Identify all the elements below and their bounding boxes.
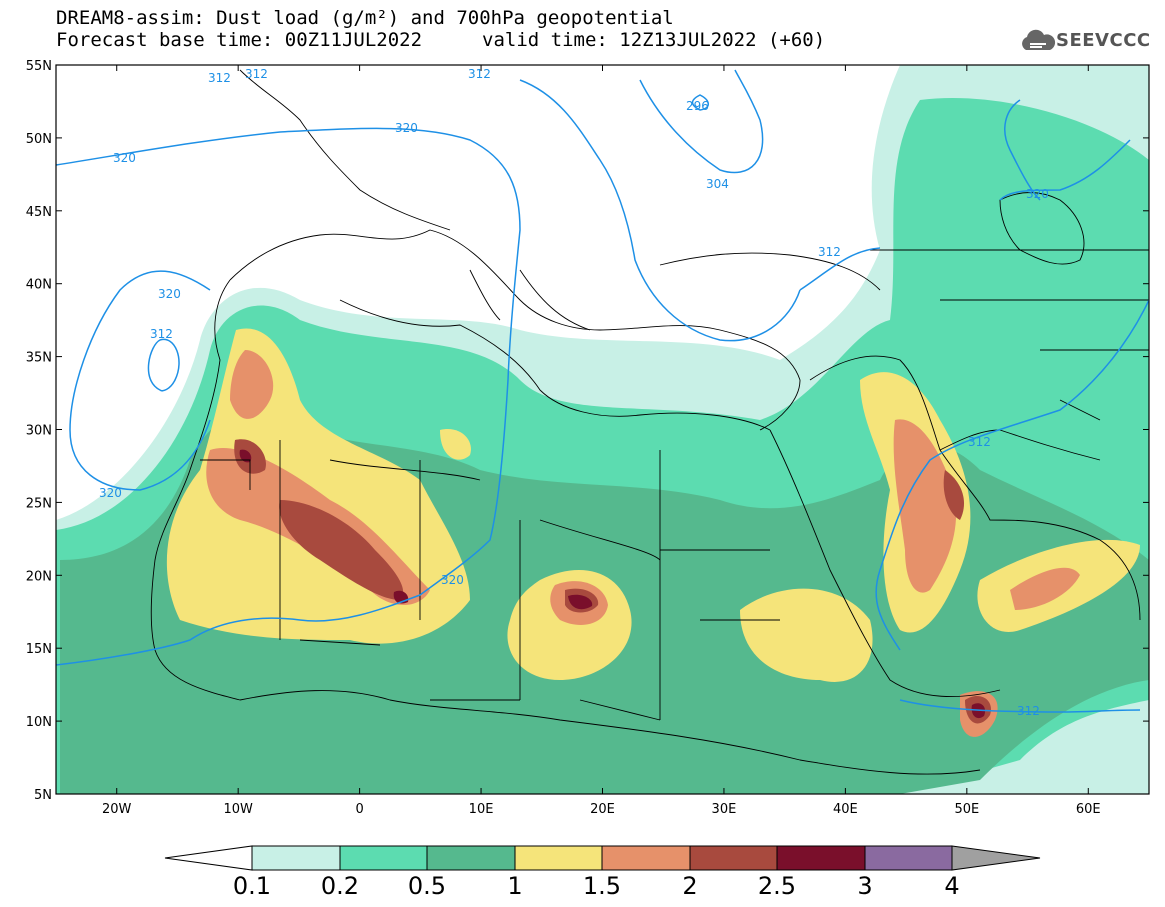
colorbar-label: 0.1	[232, 872, 272, 900]
contour-label: 312	[208, 71, 231, 85]
lon-tick-label: 0	[355, 802, 363, 817]
contour-label: 312	[968, 435, 991, 449]
dust-level-1	[740, 588, 873, 682]
lat-tick-label: 55N	[26, 59, 52, 74]
contour-label: 312	[818, 245, 841, 259]
dust-level-1.5	[206, 350, 430, 605]
lat-tick-label: 35N	[26, 351, 52, 366]
contour-label: 312	[468, 67, 491, 81]
contour-label: 312	[150, 327, 173, 341]
lon-tick-label: 10E	[469, 802, 494, 817]
colorbar-high-arrow	[951, 845, 1041, 871]
lon-tick-label: 10W	[223, 802, 253, 817]
lat-tick-label: 50N	[26, 132, 52, 147]
contour-label: 320	[158, 287, 181, 301]
lon-tick-label: 20W	[102, 802, 132, 817]
lat-tick-label: 15N	[26, 642, 52, 657]
colorbar-label: 1	[507, 872, 523, 900]
contour-label: 296	[686, 99, 709, 113]
contour-label-group: 312 312 312 296 320 320 304 312 320 320 …	[99, 67, 1049, 718]
logo-text: SEEVCCC	[1056, 30, 1151, 51]
colorbar-segment	[426, 845, 516, 871]
dust-level-1	[440, 429, 471, 460]
lat-tick-label: 25N	[26, 496, 52, 511]
map-title: DREAM8-assim: Dust load (g/m²) and 700hP…	[56, 7, 674, 29]
dust-level-2	[234, 439, 404, 600]
contour-label: 320	[99, 486, 122, 500]
lat-tick-label: 20N	[26, 569, 52, 584]
lon-tick-label: 40E	[833, 802, 858, 817]
cloud-logo-icon	[1022, 29, 1056, 50]
contour-label: 320	[1026, 187, 1049, 201]
contour-label: 320	[441, 573, 464, 587]
colorbar-segment	[776, 845, 866, 871]
forecast-base-time: Forecast base time: 00Z11JUL2022	[56, 29, 423, 51]
contour-label: 304	[706, 177, 729, 191]
colorbar-label: 0.2	[320, 872, 360, 900]
lat-tick-label: 10N	[26, 715, 52, 730]
colorbar-segment	[864, 845, 953, 871]
colorbar-segment	[514, 845, 603, 871]
colorbar-label: 1.5	[582, 872, 622, 900]
lon-tick-label: 30E	[712, 802, 737, 817]
colorbar-segment	[251, 845, 341, 871]
colorbar	[164, 845, 1041, 871]
latitude-axis: 55N 50N 45N 40N 35N 30N 25N 20N 15N 10N 5N	[26, 59, 1149, 803]
colorbar-label: 0.5	[407, 872, 447, 900]
lat-tick-label: 5N	[34, 788, 52, 803]
colorbar-segment	[689, 845, 778, 871]
colorbar-low-arrow	[164, 845, 253, 871]
colorbar-label: 2	[682, 872, 698, 900]
lat-tick-label: 40N	[26, 278, 52, 293]
contour-label: 312	[1017, 704, 1040, 718]
contour-label: 320	[113, 151, 136, 165]
dust-level-2	[943, 470, 965, 520]
dust-level-1.5	[960, 567, 1080, 737]
lon-tick-label: 60E	[1076, 802, 1101, 817]
dust-level-2.5	[568, 594, 593, 610]
colorbar-label: 4	[944, 872, 960, 900]
contour-label: 320	[395, 121, 418, 135]
longitude-axis: 20W 10W 0 10E 20E 30E 40E 50E 60E	[102, 65, 1101, 817]
lat-tick-label: 30N	[26, 424, 52, 439]
coastlines-borders	[150, 69, 1149, 775]
colorbar-segment	[601, 845, 691, 871]
colorbar-segment	[339, 845, 428, 871]
lat-tick-label: 45N	[26, 205, 52, 220]
geopotential-contours	[56, 69, 1149, 713]
colorbar-label: 2.5	[757, 872, 797, 900]
colorbar-label: 3	[857, 872, 873, 900]
dust-level-1.5	[893, 419, 957, 593]
lon-tick-label: 20E	[590, 802, 615, 817]
contour-label: 312	[245, 67, 268, 81]
valid-time: valid time: 12Z13JUL2022 (+60)	[482, 29, 826, 51]
lon-tick-label: 50E	[954, 802, 979, 817]
